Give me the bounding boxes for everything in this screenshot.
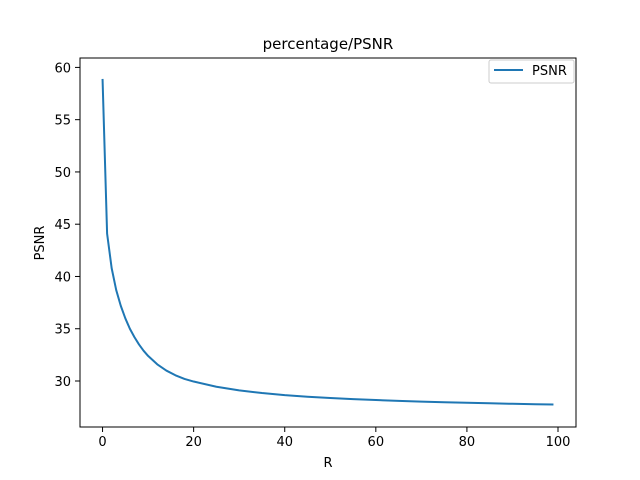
plot-frame [79,57,577,428]
legend-label-psnr: PSNR [532,64,567,79]
y-tick-label: 30 [54,375,71,390]
plot-area [101,78,554,406]
y-tick-label: 55 [54,114,71,129]
y-tick-label: 60 [54,61,71,76]
y-axis: 30 35 40 45 50 55 60 [54,61,80,390]
chart-title: percentage/PSNR [263,35,394,53]
y-tick-label: 50 [54,166,71,181]
legend: PSNR [488,59,575,84]
x-tick-label: 100 [546,435,571,450]
x-tick-label: 60 [368,435,385,450]
y-axis-label: PSNR [33,226,48,261]
y-tick-label: 45 [54,218,71,233]
x-tick-label: 40 [276,435,293,450]
y-tick-label: 40 [54,270,71,285]
legend-box [488,59,575,84]
x-tick-label: 20 [185,435,202,450]
x-tick-label: 0 [98,435,106,450]
series-line-psnr [101,78,554,406]
x-axis: 0 20 40 60 80 100 [98,427,570,450]
y-tick-label: 35 [54,323,71,338]
x-tick-label: 80 [459,435,476,450]
x-axis-label: R [323,456,332,471]
